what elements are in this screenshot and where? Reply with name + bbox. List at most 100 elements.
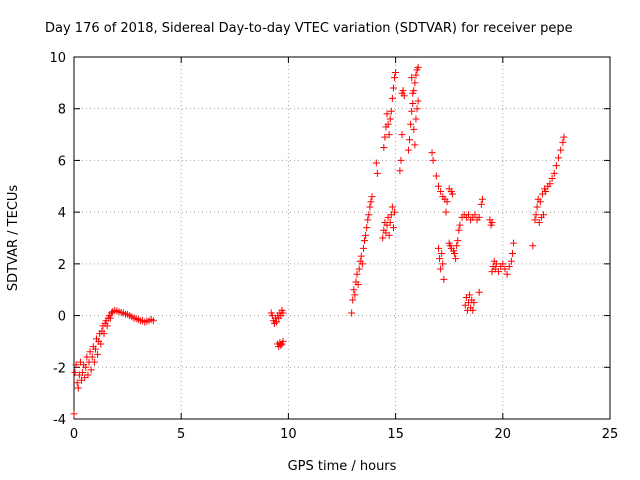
data-point <box>414 63 422 71</box>
data-point <box>438 250 446 258</box>
data-point <box>386 115 394 123</box>
x-tick-label: 10 <box>280 427 297 442</box>
data-point <box>391 208 399 216</box>
data-point <box>536 198 544 206</box>
data-point <box>440 275 448 283</box>
data-point <box>388 94 396 102</box>
data-point <box>428 149 436 157</box>
data-point <box>466 291 474 299</box>
y-tick-label: 6 <box>58 154 66 169</box>
data-point <box>363 224 371 232</box>
data-point <box>529 242 537 250</box>
data-point <box>71 368 79 376</box>
axis-ticks <box>73 56 611 420</box>
data-point <box>413 105 421 113</box>
data-point <box>443 198 451 206</box>
data-point <box>434 244 442 252</box>
data-point <box>79 368 87 376</box>
data-point <box>387 107 395 115</box>
data-point <box>372 159 380 167</box>
data-point <box>279 337 287 345</box>
data-point <box>277 341 285 349</box>
plot-frame <box>73 56 611 420</box>
data-point <box>100 330 108 338</box>
data-point <box>477 200 485 208</box>
data-point <box>409 89 417 97</box>
y-tick-label: -2 <box>53 361 66 376</box>
data-point <box>88 353 96 361</box>
data-point <box>488 218 496 226</box>
data-point <box>559 138 567 146</box>
data-point <box>103 322 111 330</box>
data-point <box>439 260 447 268</box>
data-point <box>149 317 157 325</box>
data-point <box>388 203 396 211</box>
data-point <box>84 371 92 379</box>
data-point <box>373 169 381 177</box>
data-point <box>510 239 518 247</box>
data-point <box>436 255 444 263</box>
data-point <box>501 265 509 273</box>
data-point <box>492 260 500 268</box>
data-point <box>452 255 460 263</box>
data-point <box>398 131 406 139</box>
data-point <box>389 224 397 232</box>
data-point <box>351 291 359 299</box>
data-point <box>350 286 358 294</box>
x-tick-label: 20 <box>495 427 512 442</box>
data-point <box>540 211 548 219</box>
data-point <box>448 190 456 198</box>
y-tick-label: 8 <box>58 103 66 118</box>
data-point <box>531 216 539 224</box>
data-point <box>437 187 445 195</box>
data-point <box>432 172 440 180</box>
x-axis-label: GPS time / hours <box>288 459 397 474</box>
data-point <box>412 115 420 123</box>
data-point <box>548 175 556 183</box>
data-points <box>70 63 568 418</box>
data-point <box>499 260 507 268</box>
data-point <box>90 358 98 366</box>
data-point <box>552 162 560 170</box>
x-tick-labels: 0 5 10 15 20 25 <box>70 427 618 442</box>
data-point <box>535 218 543 226</box>
data-point <box>533 203 541 211</box>
data-point <box>455 226 463 234</box>
data-point <box>557 146 565 154</box>
data-point <box>361 237 369 245</box>
data-point <box>532 211 540 219</box>
data-point <box>456 221 464 229</box>
x-tick-label: 15 <box>387 427 404 442</box>
data-point <box>359 244 367 252</box>
data-point <box>442 208 450 216</box>
data-point <box>414 97 422 105</box>
data-point <box>87 366 95 374</box>
data-point <box>400 92 408 100</box>
x-tick-label: 25 <box>602 427 619 442</box>
y-tick-labels: -4 -2 0 2 4 6 8 10 <box>49 51 66 428</box>
data-point <box>451 250 459 258</box>
data-point <box>72 361 80 369</box>
data-point <box>367 198 375 206</box>
data-point <box>546 180 554 188</box>
data-point <box>383 110 391 118</box>
data-point <box>355 265 363 273</box>
data-point <box>560 133 568 141</box>
data-point <box>469 306 477 314</box>
y-axis-label: SDTVAR / TECUs <box>6 185 21 292</box>
data-point <box>471 211 479 219</box>
data-point <box>357 252 365 260</box>
data-point <box>412 71 420 79</box>
data-point <box>411 141 419 149</box>
data-point <box>364 216 372 224</box>
data-point <box>385 231 393 239</box>
grid <box>74 57 610 419</box>
data-point <box>91 345 99 353</box>
data-point <box>391 74 399 82</box>
data-point <box>362 231 370 239</box>
data-point <box>429 156 437 164</box>
data-point <box>434 182 442 190</box>
data-point <box>74 384 82 392</box>
data-point <box>94 350 102 358</box>
data-point <box>97 340 105 348</box>
